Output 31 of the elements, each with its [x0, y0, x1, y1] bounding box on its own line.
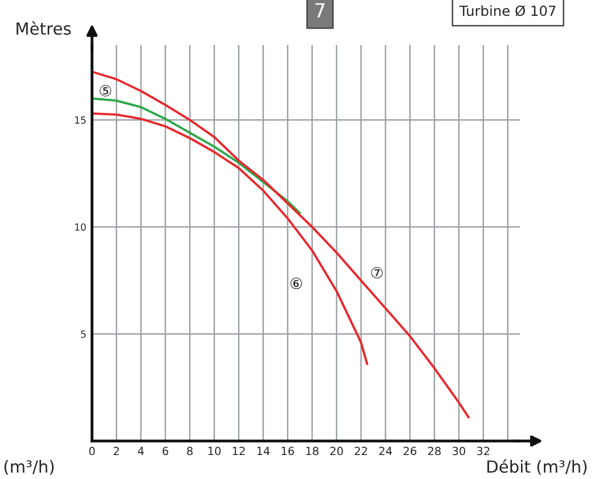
y-tick-label: 5 [81, 330, 86, 338]
x-tick-label: 22 [354, 446, 367, 455]
x-tick-label: 14 [257, 446, 270, 455]
x-tick-label: 32 [477, 446, 490, 456]
series-label: ⑤ [100, 85, 112, 96]
x-tick-label: 12 [232, 446, 245, 455]
text: (m³/h) [4, 460, 54, 475]
y-axis-title: Mètres [16, 21, 71, 35]
text: Turbine Ø 107 [459, 5, 556, 16]
x-tick-label: 4 [138, 446, 144, 455]
x-tick-label: 28 [428, 446, 441, 456]
x-tick-label: 26 [404, 446, 416, 456]
line-series [92, 97, 301, 214]
x-tick-label: 18 [306, 446, 318, 456]
x-tick-label: 16 [282, 446, 294, 456]
text: 7 [315, 3, 325, 18]
x-tick-label: 2 [114, 446, 119, 455]
x-tick-label: 0 [89, 446, 95, 456]
x-tick-label: 30 [452, 446, 466, 456]
y-tick-label: 15 [75, 116, 86, 124]
y-tick-label: 10 [75, 223, 86, 231]
line-series [92, 112, 368, 366]
x-tick-label: 6 [162, 446, 168, 456]
line-series [92, 70, 470, 419]
x-tick-label: 8 [187, 446, 193, 456]
x-tick-label: 10 [208, 446, 221, 456]
series-label: ⑥ [290, 278, 302, 290]
x-tick-label: 20 [330, 446, 343, 456]
x-tick-label: 24 [379, 446, 392, 455]
series-label: ⑦ [371, 266, 383, 278]
x-axis-title: Débit (m³/h) [487, 459, 587, 475]
